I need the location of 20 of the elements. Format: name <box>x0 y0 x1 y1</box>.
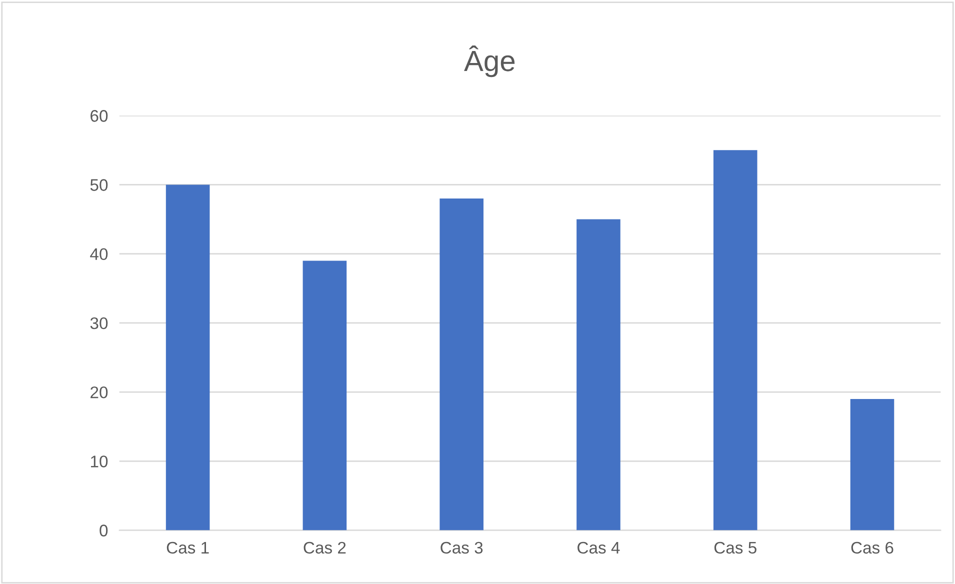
bar <box>576 219 620 530</box>
x-tick-label: Cas 4 <box>578 542 620 554</box>
chart-title: Âge <box>464 46 515 78</box>
bar <box>850 398 894 530</box>
y-tick-label: 0 <box>100 524 108 536</box>
y-tick-label: 10 <box>91 456 108 468</box>
x-tick-label: Cas 1 <box>166 542 209 554</box>
bar <box>166 184 210 530</box>
y-tick-label: 60 <box>90 110 108 122</box>
bar <box>440 198 484 530</box>
bar <box>302 260 347 530</box>
y-tick-label: 30 <box>90 317 108 330</box>
x-tick-label: Cas 2 <box>304 542 346 554</box>
x-tick-label: Cas 5 <box>714 542 756 554</box>
x-tick-label: Cas 3 <box>440 542 483 554</box>
y-tick-label: 40 <box>90 248 108 260</box>
y-tick-label: 50 <box>90 179 108 191</box>
x-tick-label: Cas 6 <box>851 542 894 554</box>
y-tick-label: 20 <box>90 386 108 398</box>
bar <box>713 150 758 530</box>
